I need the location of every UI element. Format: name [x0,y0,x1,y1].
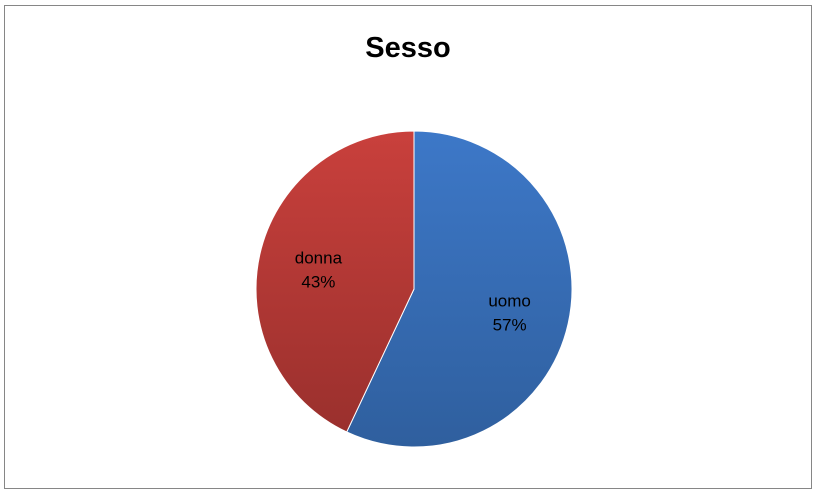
pie-slice-donna [255,130,415,433]
slice-percent-uomo: 57% [493,315,527,334]
slice-label-donna: donna [295,249,343,268]
pie-slice-uomo [346,130,573,448]
chart-title: Sesso [365,32,451,64]
slice-label-uomo: uomo [488,291,531,310]
slice-percent-donna: 43% [301,273,335,292]
